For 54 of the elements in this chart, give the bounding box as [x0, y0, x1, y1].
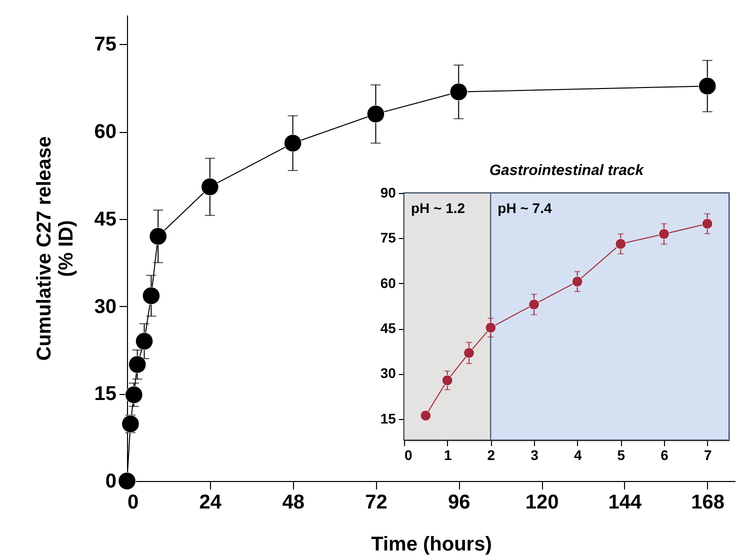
y-tick-label: 60	[94, 121, 116, 143]
y-tick-label: 90	[380, 184, 396, 200]
point	[442, 374, 453, 386]
y-tick-label: 30	[94, 296, 116, 318]
x-axis-title: Time (hours)	[371, 534, 492, 556]
x-tick-label: 48	[282, 492, 304, 514]
point	[135, 332, 154, 350]
point	[450, 82, 468, 101]
y-tick-label: 75	[94, 34, 116, 56]
point	[201, 178, 219, 196]
y-tick-label: 45	[94, 208, 116, 230]
point	[284, 134, 302, 152]
point	[122, 415, 140, 433]
point	[464, 347, 474, 358]
x-tick-label: 0	[404, 447, 412, 464]
point	[149, 227, 167, 246]
point	[420, 410, 432, 422]
band-label: pH ~ 1.2	[411, 200, 466, 216]
point	[528, 298, 540, 310]
point	[702, 218, 713, 230]
x-tick-label: 7	[704, 447, 712, 464]
y-axis-title: Cumulative C27 release (% ID)	[33, 136, 78, 361]
point	[572, 276, 583, 288]
x-tick-label: 144	[608, 492, 643, 514]
chart-title: Gastrointestinal track	[489, 162, 644, 179]
x-tick-label: 2	[487, 447, 496, 464]
x-tick-label: 1	[444, 447, 452, 464]
x-tick-label: 3	[530, 447, 539, 464]
x-tick-label: 72	[365, 492, 388, 514]
y-tick-label: 75	[380, 230, 396, 246]
point	[698, 77, 716, 95]
point	[142, 286, 160, 305]
x-tick-label: 120	[525, 492, 559, 514]
point	[615, 238, 626, 250]
x-tick-label: 96	[448, 492, 470, 514]
y-tick-label: 15	[380, 410, 396, 426]
point	[658, 228, 670, 240]
y-tick-label: 0	[105, 470, 116, 492]
band-label: pH ~ 7.4	[498, 200, 552, 216]
point	[118, 472, 136, 490]
x-tick-label: 0	[128, 492, 139, 514]
x-tick-label: 6	[660, 447, 669, 464]
point	[366, 105, 385, 123]
point	[485, 322, 496, 334]
y-tick-label: 60	[380, 274, 396, 291]
point	[125, 386, 143, 404]
y-tick-label: 30	[380, 365, 396, 382]
y-tick-label: 15	[94, 383, 116, 406]
point	[128, 356, 146, 374]
y-tick-label: 45	[380, 320, 396, 336]
x-tick-label: 5	[617, 447, 626, 464]
x-tick-label: 24	[199, 492, 222, 514]
x-tick-label: 168	[691, 492, 725, 514]
x-tick-label: 4	[574, 447, 582, 464]
